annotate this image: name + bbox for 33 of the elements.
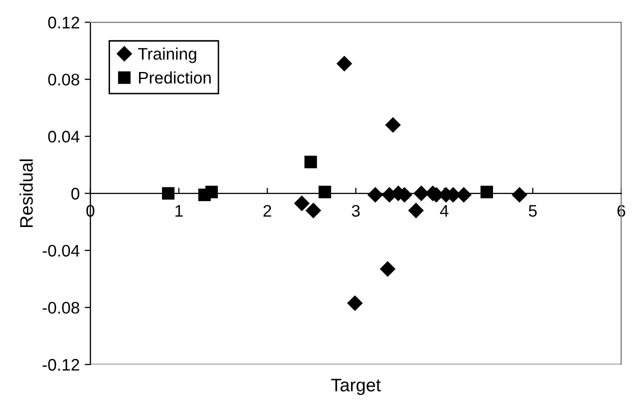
point (368, 187, 383, 202)
y-tick-label: -0.04 (42, 244, 80, 257)
y-tick-label: 0 (71, 188, 80, 200)
point (512, 187, 528, 202)
x-tick-label: 6 (617, 204, 626, 217)
point (306, 202, 321, 218)
point (294, 196, 310, 211)
point (318, 186, 332, 198)
y-tick-label: -0.12 (42, 358, 80, 371)
y-tick-label: 0.12 (48, 16, 80, 28)
point (456, 187, 472, 202)
point (408, 202, 424, 218)
point (304, 156, 317, 168)
x-tick-label: 3 (352, 204, 360, 217)
x-tick-label: 2 (264, 204, 272, 217)
y-tick-label: 0.08 (48, 74, 80, 86)
legend-label: Training (138, 48, 196, 64)
point (480, 186, 494, 198)
x-tick-label: 5 (528, 205, 537, 217)
x-axis-title: Target (331, 378, 381, 396)
x-tick-label: 1 (175, 205, 183, 217)
y-tick-label: -0.08 (42, 302, 80, 314)
point (162, 187, 174, 200)
legend-label: Prediction (139, 71, 211, 84)
point (347, 296, 362, 311)
point (385, 117, 401, 133)
x-tick-label: 4 (440, 205, 448, 217)
point (380, 261, 396, 277)
point (414, 186, 429, 201)
point (336, 56, 352, 72)
point (205, 186, 218, 198)
y-axis-title: Residual (20, 159, 33, 228)
y-tick-label: 0.04 (48, 130, 80, 143)
